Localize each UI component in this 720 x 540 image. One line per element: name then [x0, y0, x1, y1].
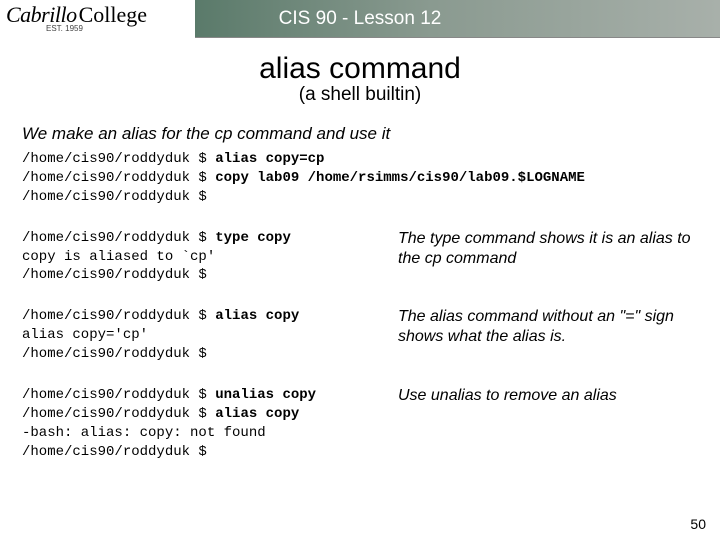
example-row-unalias: /home/cis90/roddyduk $ unalias copy /hom… — [0, 386, 720, 462]
terminal-block-4: /home/cis90/roddyduk $ unalias copy /hom… — [22, 386, 392, 462]
note-unalias: Use unalias to remove an alias — [392, 386, 700, 406]
example-row-alias-show: /home/cis90/roddyduk $ alias copy alias … — [0, 307, 720, 364]
command-type-copy: type copy — [215, 230, 291, 246]
shell-prompt: /home/cis90/roddyduk $ — [22, 346, 215, 362]
shell-prompt: /home/cis90/roddyduk $ — [22, 444, 215, 460]
page-subtitle: (a shell builtin) — [0, 84, 720, 106]
output-alias-show: alias copy='cp' — [22, 327, 148, 343]
command-unalias: unalias copy — [215, 387, 316, 403]
command-alias-create: alias copy=cp — [215, 151, 324, 167]
shell-prompt: /home/cis90/roddyduk $ — [22, 387, 215, 403]
shell-prompt: /home/cis90/roddyduk $ — [22, 406, 215, 422]
page-number: 50 — [690, 516, 706, 532]
page-title: alias command — [0, 52, 720, 86]
lesson-header-title: CIS 90 - Lesson 12 — [279, 8, 442, 30]
shell-prompt: /home/cis90/roddyduk $ — [22, 189, 215, 205]
command-alias-show: alias copy — [215, 308, 299, 324]
shell-prompt: /home/cis90/roddyduk $ — [22, 170, 215, 186]
college-logo: CabrilloCollege EST. 1959 — [0, 0, 195, 38]
shell-prompt: /home/cis90/roddyduk $ — [22, 267, 215, 283]
output-type: copy is aliased to `cp' — [22, 249, 215, 265]
terminal-block-2: /home/cis90/roddyduk $ type copy copy is… — [22, 229, 392, 286]
command-alias-check: alias copy — [215, 406, 299, 422]
note-alias-show: The alias command without an "=" sign sh… — [392, 307, 700, 347]
logo-serif-text: College — [79, 2, 147, 27]
header-bar: CabrilloCollege EST. 1959 CIS 90 - Lesso… — [0, 0, 720, 38]
shell-prompt: /home/cis90/roddyduk $ — [22, 308, 215, 324]
shell-prompt: /home/cis90/roddyduk $ — [22, 151, 215, 167]
example-row-type: /home/cis90/roddyduk $ type copy copy is… — [0, 229, 720, 286]
command-copy-file: copy lab09 /home/rsimms/cis90/lab09.$LOG… — [215, 170, 585, 186]
intro-text: We make an alias for the cp command and … — [22, 124, 720, 144]
terminal-block-3: /home/cis90/roddyduk $ alias copy alias … — [22, 307, 392, 364]
output-not-found: -bash: alias: copy: not found — [22, 425, 266, 441]
shell-prompt: /home/cis90/roddyduk $ — [22, 230, 215, 246]
terminal-block-1: /home/cis90/roddyduk $ alias copy=cp /ho… — [22, 150, 720, 207]
note-type: The type command shows it is an alias to… — [392, 229, 700, 269]
